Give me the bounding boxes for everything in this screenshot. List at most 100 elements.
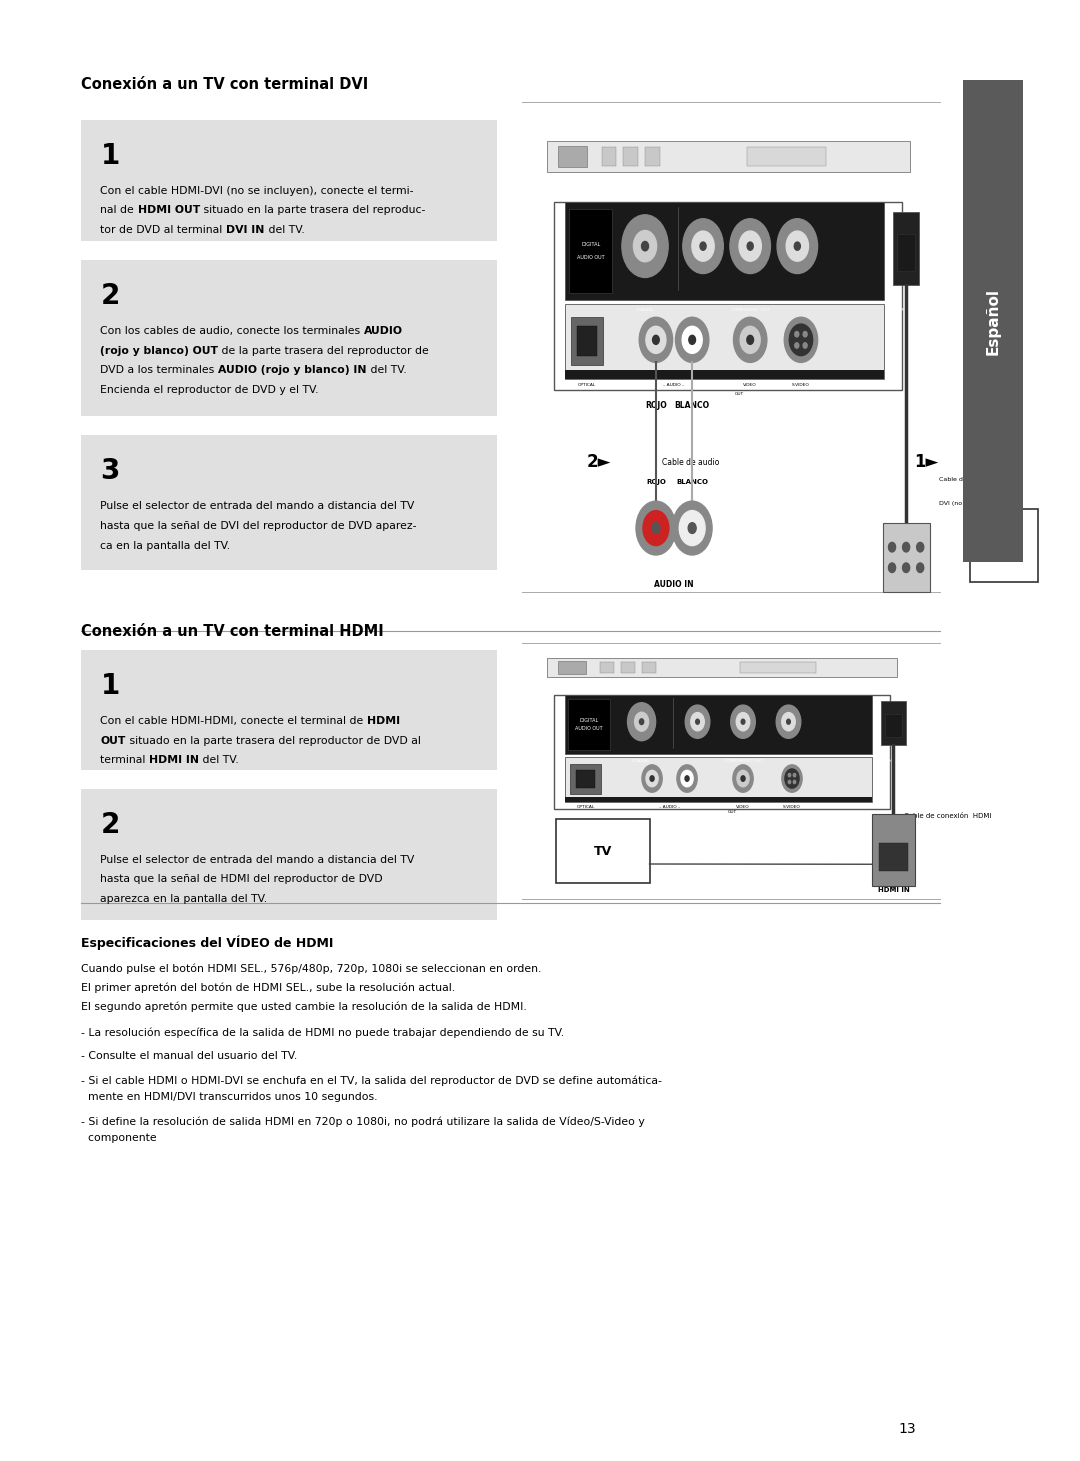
Text: DVD a los terminales: DVD a los terminales [100, 365, 218, 375]
Circle shape [741, 719, 745, 725]
Text: COAXIAL: COAXIAL [632, 760, 651, 763]
Circle shape [730, 219, 770, 273]
Text: 2: 2 [100, 282, 120, 310]
Text: DVI IN: DVI IN [892, 580, 920, 589]
Bar [81, 260, 497, 416]
Text: AUDIO IN: AUDIO IN [654, 580, 693, 589]
Text: del TV.: del TV. [200, 755, 239, 766]
Circle shape [681, 770, 693, 787]
Bar [642, 662, 656, 674]
Circle shape [917, 542, 923, 552]
Circle shape [679, 510, 705, 545]
Text: AUDIO (rojo y blanco) IN: AUDIO (rojo y blanco) IN [218, 365, 367, 375]
Text: - Si el cable HDMI o HDMI-DVI se enchufa en el TV, la salida del reproductor de : - Si el cable HDMI o HDMI-DVI se enchufa… [81, 1075, 662, 1087]
Text: Pulse el selector de entrada del mando a distancia del TV: Pulse el selector de entrada del mando a… [100, 855, 415, 865]
Bar [570, 764, 602, 795]
Bar [885, 714, 902, 736]
Circle shape [804, 343, 807, 348]
Bar [599, 662, 613, 674]
Text: COMPONENT OUT: COMPONENT OUT [731, 308, 769, 311]
Text: hasta que la señal de HDMI del reproductor de DVD: hasta que la señal de HDMI del reproduct… [100, 874, 383, 884]
Circle shape [903, 562, 909, 573]
Text: de la parte trasera del reproductor de: de la parte trasera del reproductor de [218, 346, 429, 355]
Text: tor de DVD al terminal: tor de DVD al terminal [100, 225, 226, 235]
Bar [878, 843, 908, 871]
Text: DIGITAL: DIGITAL [581, 243, 600, 247]
Text: OUT: OUT [728, 809, 737, 814]
Text: – AUDIO –: – AUDIO – [663, 383, 685, 387]
Text: AUDIO: AUDIO [364, 326, 403, 336]
Text: HDMI OUT: HDMI OUT [895, 308, 917, 311]
Bar [81, 789, 497, 920]
Circle shape [639, 719, 644, 725]
Circle shape [683, 326, 702, 354]
Text: DIGITAL: DIGITAL [580, 719, 598, 723]
Circle shape [692, 231, 714, 262]
Text: - La resolución específica de la salida de HDMI no puede trabajar dependiendo de: - La resolución específica de la salida … [81, 1027, 564, 1039]
Bar [558, 146, 588, 167]
Text: HDMI: HDMI [367, 716, 401, 726]
Text: Conexión a un TV con terminal DVI: Conexión a un TV con terminal DVI [81, 77, 368, 92]
Circle shape [731, 706, 755, 738]
Circle shape [917, 562, 923, 573]
Circle shape [782, 766, 802, 792]
Bar [569, 209, 612, 292]
Circle shape [804, 332, 807, 337]
Text: Español: Español [986, 288, 1000, 355]
Text: OUT: OUT [100, 736, 125, 745]
Circle shape [622, 215, 669, 278]
Text: 1►: 1► [915, 453, 939, 470]
Text: BLANCO: BLANCO [676, 479, 708, 485]
Circle shape [794, 243, 800, 250]
Text: OPTICAL: OPTICAL [578, 383, 596, 387]
Circle shape [747, 336, 754, 345]
Circle shape [747, 243, 753, 250]
Text: Con el cable HDMI-HDMI, conecte el terminal de: Con el cable HDMI-HDMI, conecte el termi… [100, 716, 367, 726]
Text: TV: TV [594, 844, 611, 858]
Circle shape [786, 231, 809, 262]
Circle shape [700, 243, 706, 250]
Circle shape [794, 773, 796, 777]
Circle shape [789, 324, 812, 355]
Bar [81, 650, 497, 770]
Text: COAXIAL: COAXIAL [636, 308, 654, 311]
Text: Especificaciones del VÍDEO de HDMI: Especificaciones del VÍDEO de HDMI [81, 935, 334, 950]
Circle shape [785, 768, 799, 787]
Text: VIDEO: VIDEO [743, 383, 757, 387]
Bar [565, 757, 873, 802]
Bar [882, 523, 930, 592]
Text: Encienda el reproductor de DVD y el TV.: Encienda el reproductor de DVD y el TV. [100, 386, 319, 394]
Circle shape [652, 336, 659, 345]
Text: Con el cable HDMI-DVI (no se incluyen), conecte el termi-: Con el cable HDMI-DVI (no se incluyen), … [100, 186, 414, 196]
Circle shape [683, 219, 724, 273]
Bar [576, 770, 595, 787]
Bar [645, 148, 660, 165]
Circle shape [688, 523, 697, 533]
Circle shape [788, 773, 791, 777]
Bar [565, 695, 873, 754]
Text: AUDIO OUT: AUDIO OUT [577, 256, 605, 260]
Circle shape [636, 501, 676, 555]
Bar [565, 370, 885, 378]
Text: HDMI OUT: HDMI OUT [882, 760, 904, 763]
Circle shape [672, 501, 712, 555]
Bar [602, 148, 616, 165]
Circle shape [691, 713, 704, 730]
Text: hasta que la señal de DVI del reproductor de DVD aparez-: hasta que la señal de DVI del reproducto… [100, 522, 417, 530]
Circle shape [733, 766, 753, 792]
Circle shape [646, 770, 658, 787]
Circle shape [788, 780, 791, 783]
Circle shape [677, 766, 698, 792]
Text: OPTICAL: OPTICAL [577, 805, 595, 808]
Circle shape [795, 343, 799, 348]
Text: situado en la parte trasera del reproduc-: situado en la parte trasera del reproduc… [200, 205, 426, 215]
Text: ca en la pantalla del TV.: ca en la pantalla del TV. [100, 541, 230, 551]
Circle shape [627, 703, 656, 741]
Text: - Si define la resolución de salida HDMI en 720p o 1080i, no podrá utilizare la : - Si define la resolución de salida HDMI… [81, 1116, 645, 1128]
Text: OUT: OUT [734, 392, 744, 396]
Bar [881, 701, 906, 745]
Bar [621, 662, 635, 674]
Circle shape [642, 241, 648, 251]
Text: Cable de conexión HDMI -: Cable de conexión HDMI - [939, 478, 1021, 482]
Bar [623, 148, 638, 165]
